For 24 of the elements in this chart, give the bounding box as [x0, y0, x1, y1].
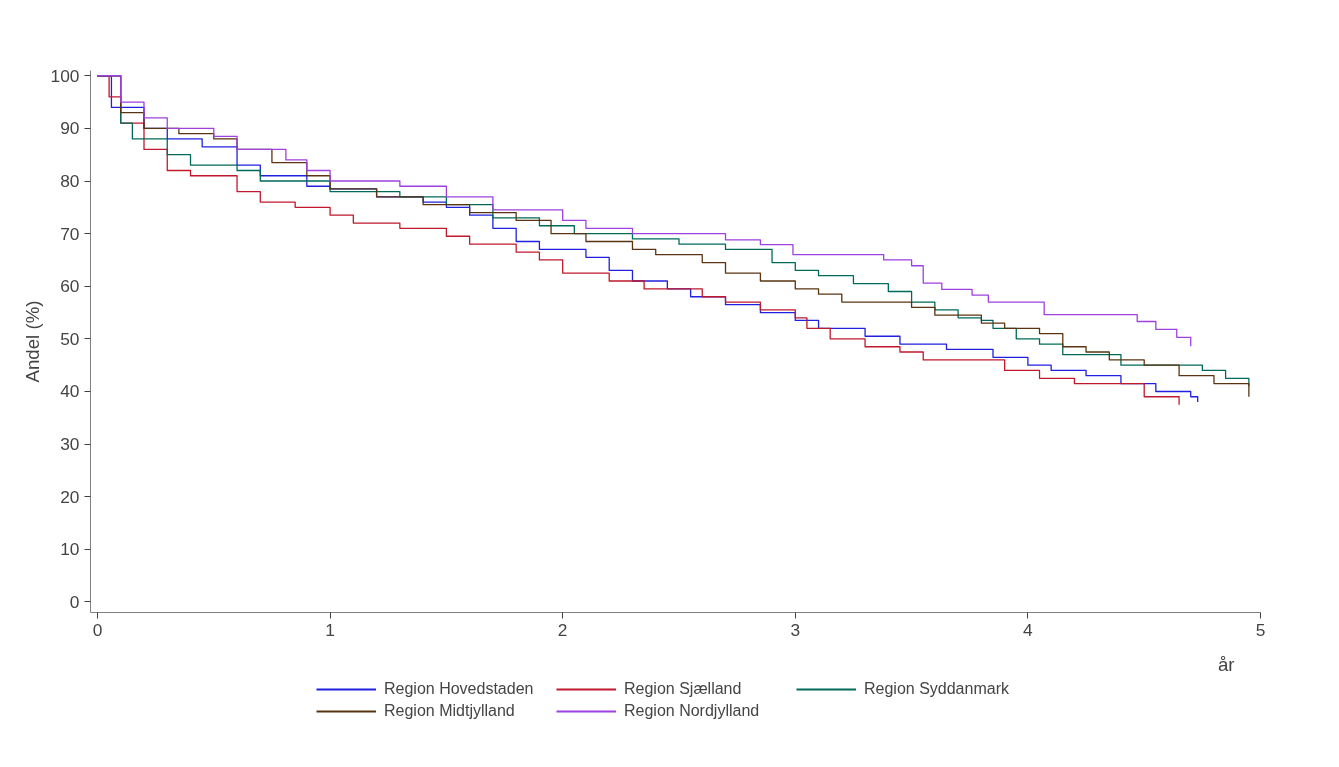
legend-label: Region Nordjylland	[624, 702, 761, 720]
x-axis-title: år	[1217, 654, 1235, 675]
legend-label: Region Midtjylland	[384, 702, 516, 720]
y-axis-title: Andel (%)	[21, 300, 43, 383]
y-tick-label: 20	[60, 486, 80, 507]
y-tick-label: 0	[69, 591, 80, 612]
x-tick-label: 1	[325, 619, 335, 640]
y-tick-label: 90	[60, 118, 80, 139]
y-tick-label: 10	[60, 539, 80, 560]
y-tick-label: 40	[60, 381, 80, 402]
x-tick-label: 5	[1255, 619, 1266, 640]
x-tick-label: 0	[92, 619, 103, 640]
y-tick-label: 30	[60, 434, 80, 455]
legend-label: Region Syddanmark	[864, 680, 1010, 698]
y-tick-label: 50	[60, 328, 80, 349]
x-tick-label: 3	[790, 619, 801, 640]
y-tick-label: 100	[50, 65, 80, 86]
y-tick-label: 80	[60, 171, 80, 191]
y-tick-label: 70	[60, 223, 80, 244]
legend-label: Region Sjælland	[624, 680, 743, 698]
x-tick-label: 2	[557, 619, 568, 640]
legend-label: Region Hovedstaden	[384, 680, 535, 698]
x-tick-label: 4	[1023, 619, 1034, 640]
y-tick-label: 60	[60, 276, 80, 297]
